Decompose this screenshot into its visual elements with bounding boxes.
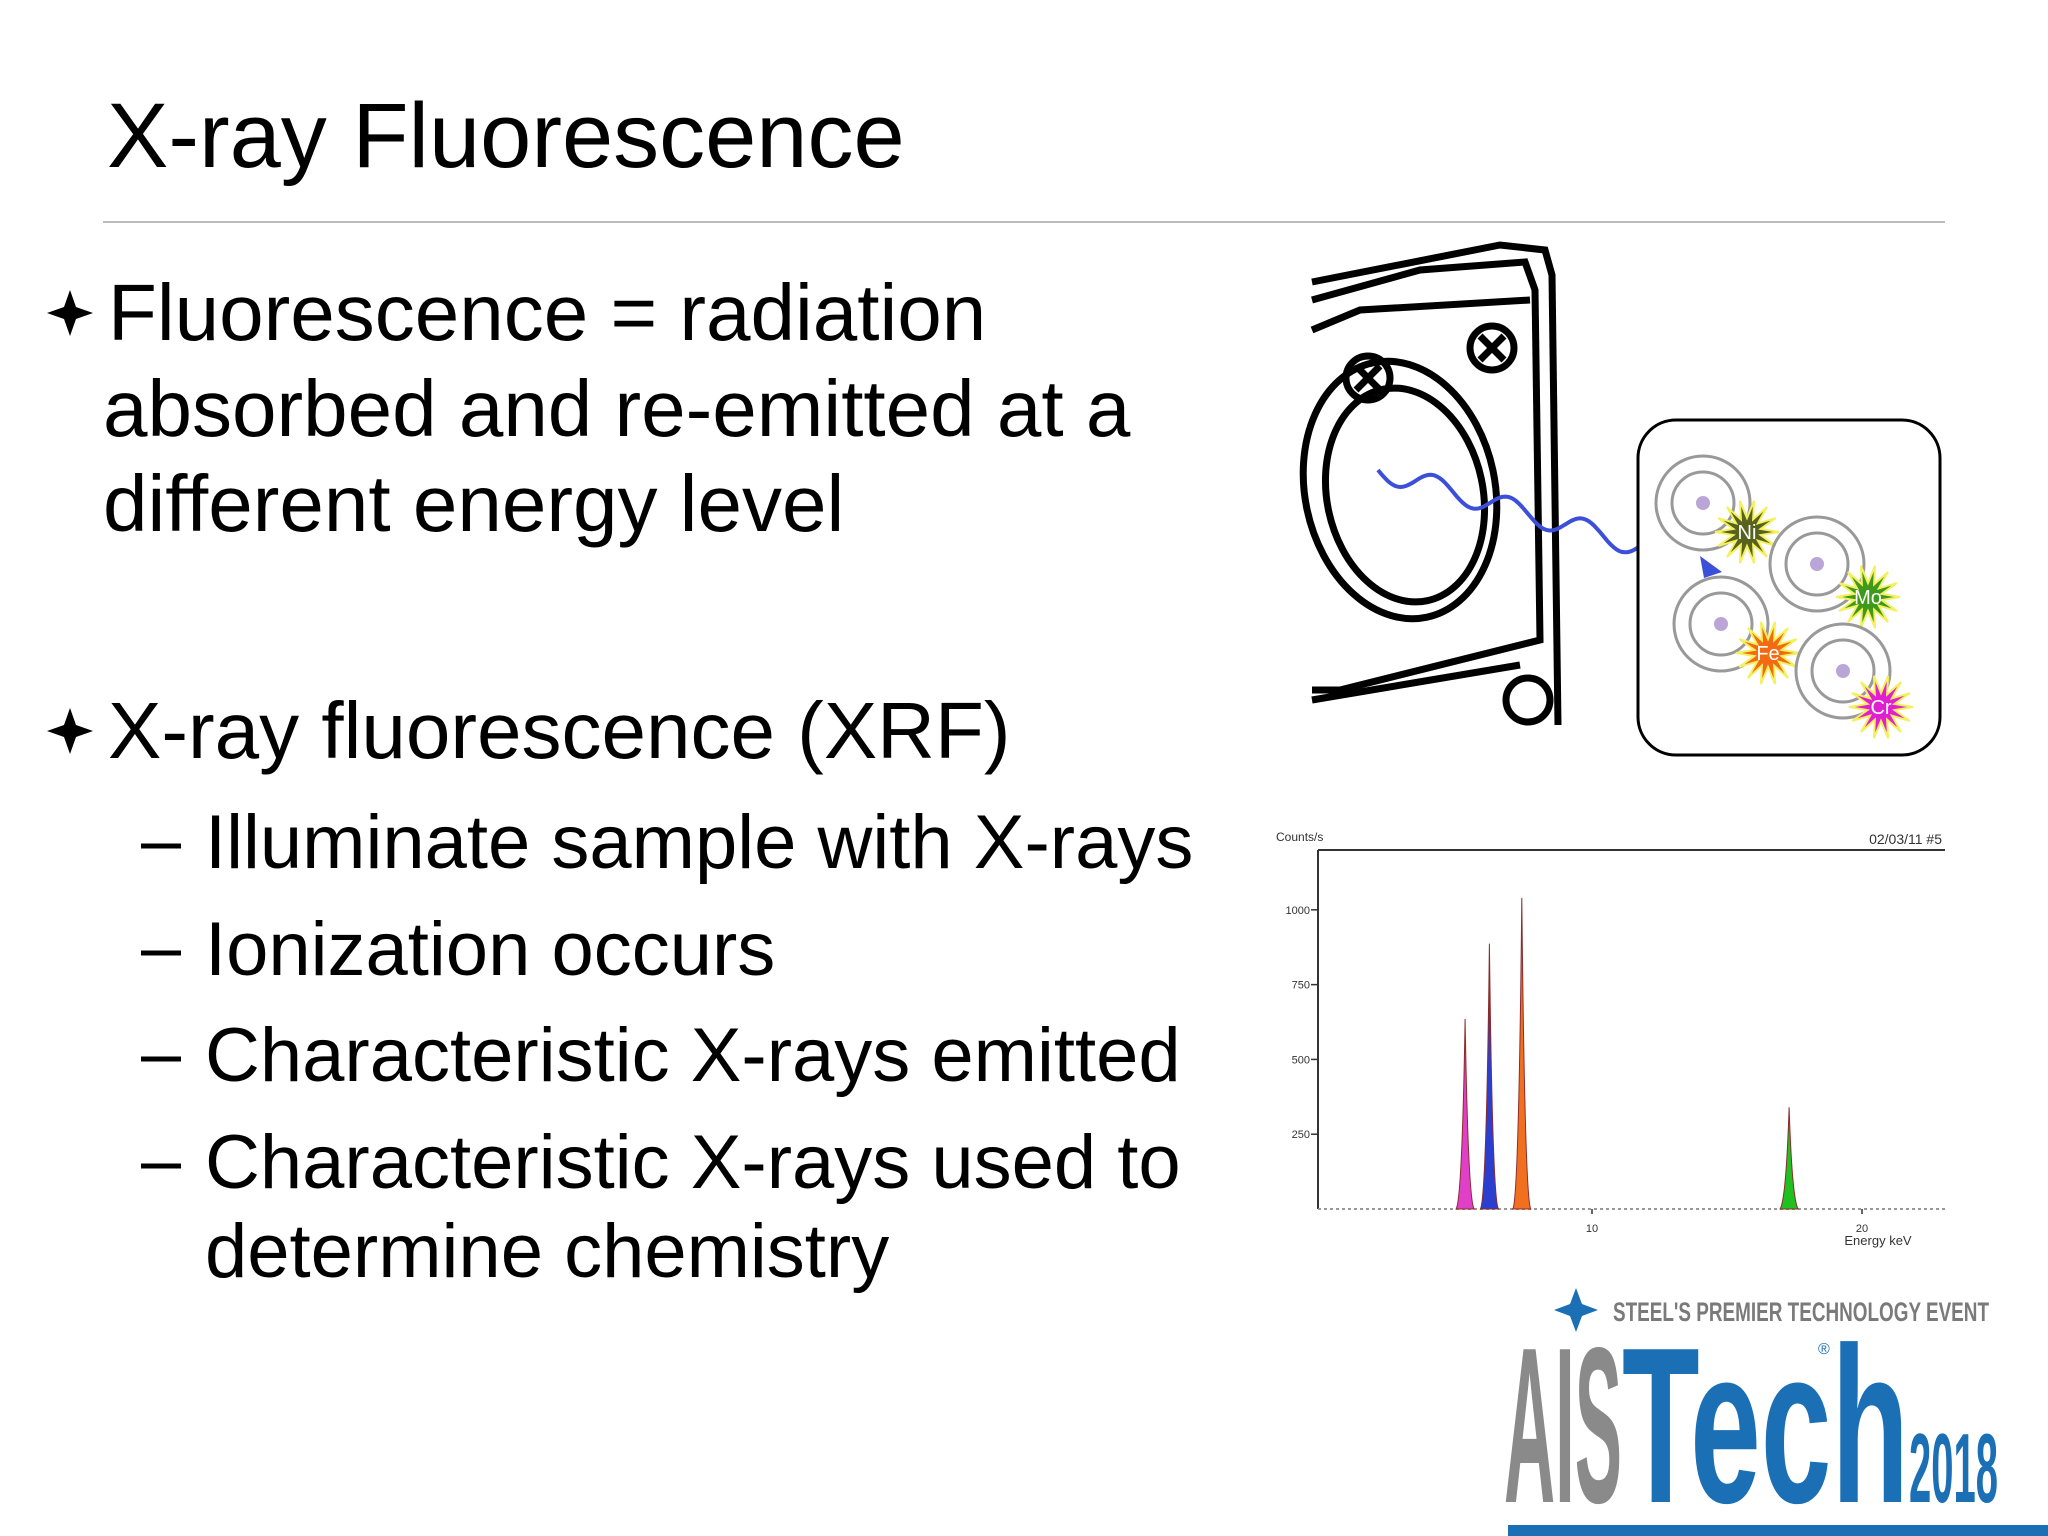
element-label: Mo [1854, 587, 1882, 609]
element-label: Ni [1738, 522, 1757, 544]
orbit [1688, 591, 1754, 657]
nucleus [1810, 557, 1824, 571]
element-label: Cr [1870, 697, 1891, 719]
peak [1479, 943, 1500, 1210]
nucleus [1836, 664, 1850, 678]
nucleus [1714, 617, 1728, 631]
spectrum-chart: Counts/s 02/03/11 #5 Energy keV 250 500 75… [1276, 830, 1945, 1248]
sub-bullet-text: Characteristic X-rays emitted [205, 1013, 1181, 1098]
annotation: 02/03/11 #5 [1869, 831, 1942, 847]
orbit [1672, 575, 1770, 673]
logo-mark: ® [1818, 1341, 1830, 1358]
title: X-ray Fluorescence [107, 85, 905, 187]
bullet-star [47, 290, 93, 336]
nucleus [1696, 496, 1710, 510]
sub-bullet-text: Illuminate sample with X-rays [205, 800, 1193, 885]
xrf-device [1299, 241, 1562, 726]
peak [1511, 897, 1532, 1210]
sub-bullets: Illuminate sample with X-rays Ionization… [141, 800, 1193, 1294]
bullet-text: Fluorescence = radiation [108, 268, 986, 357]
y-axis-label: Counts/s [1276, 830, 1323, 844]
logo-year: 2018 [1909, 1413, 1998, 1523]
y-tick-label: 750 [1292, 980, 1310, 992]
bullet-text: X-ray fluorescence (XRF) [108, 686, 1010, 775]
peak [1779, 1107, 1799, 1210]
peak [1455, 1019, 1475, 1210]
emission-burst [1735, 621, 1801, 685]
logo-tagline: STEEL'S PREMIER TECHNOLOGY EVENT [1613, 1297, 1989, 1327]
logo: STEEL'S PREMIER TECHNOLOGY EVENT AIS Tec… [1504, 1288, 2048, 1536]
y-tick-label: 500 [1292, 1054, 1310, 1066]
logo-brand: Tech [1622, 1302, 1909, 1536]
orbit [1810, 638, 1876, 704]
atoms: Ni Mo Fe Cr [1654, 454, 1914, 739]
wave-arrowhead [1700, 556, 1722, 578]
sub-bullet-text: determine chemistry [205, 1209, 889, 1294]
sub-bullet-text: Ionization occurs [205, 907, 775, 992]
emission-burst [1714, 500, 1780, 564]
logo-bar [1508, 1525, 2048, 1536]
bullet-text: different energy level [103, 459, 844, 548]
y-tick-label: 1000 [1286, 905, 1310, 917]
bullet-text: absorbed and re-emitted at a [103, 364, 1131, 453]
orbit [1670, 470, 1736, 536]
logo-brand: AIS [1504, 1302, 1622, 1536]
logo-star [1554, 1288, 1598, 1332]
x-tick-label: 20 [1856, 1223, 1868, 1235]
emission-burst [1848, 675, 1914, 739]
y-tick-label: 250 [1292, 1129, 1310, 1141]
orbit [1654, 454, 1752, 552]
orbit [1794, 622, 1892, 720]
sub-bullet-text: Characteristic X-rays used to [205, 1120, 1181, 1205]
x-tick-label: 10 [1586, 1223, 1598, 1235]
bullet-star [47, 708, 93, 754]
emission-burst [1835, 565, 1901, 629]
orbit [1784, 531, 1850, 597]
x-axis-label: Energy keV [1844, 1233, 1912, 1248]
orbit [1768, 515, 1866, 613]
element-label: Fe [1756, 643, 1779, 665]
